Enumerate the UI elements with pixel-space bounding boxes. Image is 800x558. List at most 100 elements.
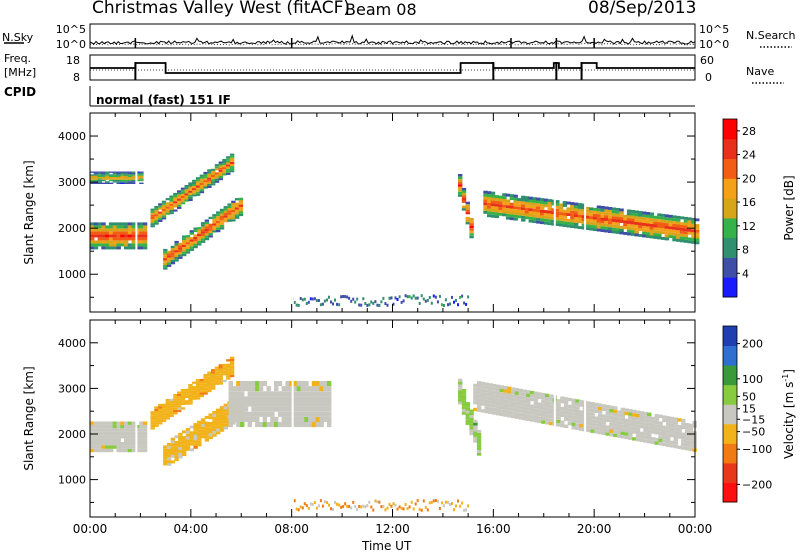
echo-cell (105, 234, 110, 238)
colorbar-frame (722, 118, 738, 298)
echo-cell (571, 415, 576, 420)
echo-cell (684, 440, 690, 444)
echo-cell (211, 179, 216, 182)
echo-cell (223, 215, 228, 218)
echo-cell (494, 215, 499, 219)
ground-scatter-cell (344, 502, 347, 506)
echo-cell (570, 225, 575, 228)
echo-cell (166, 454, 172, 458)
echo-cell (262, 396, 268, 402)
echo-cell (594, 409, 599, 413)
echo-cell (514, 412, 520, 416)
echo-cell (135, 435, 140, 439)
echo-cell (524, 213, 530, 217)
echo-cell (173, 201, 178, 204)
echo-cell (139, 442, 144, 446)
echo-cell (469, 230, 474, 234)
echo-cell (177, 204, 182, 207)
echo-cell (319, 411, 324, 417)
echo-cell (461, 192, 467, 196)
echo-cell (200, 418, 206, 422)
echo-cell (212, 425, 217, 429)
ground-scatter-cell (358, 303, 361, 307)
echo-cell (624, 425, 629, 429)
echo-cell (218, 173, 223, 176)
echo-cell (465, 410, 470, 414)
echo-cell (570, 219, 575, 223)
ground-scatter-cell (404, 503, 407, 506)
echo-cell (483, 202, 488, 206)
echo-cell (116, 172, 121, 175)
echo-cell (197, 238, 202, 241)
echo-cell (649, 232, 654, 236)
echo-cell (195, 397, 201, 400)
echo-cell (112, 445, 118, 449)
ground-scatter-cell (416, 499, 419, 503)
echo-cell (661, 213, 666, 217)
echo-cell (483, 205, 488, 208)
echo-cell (127, 442, 133, 446)
echo-cell (623, 214, 628, 218)
echo-cell (238, 211, 244, 214)
echo-cell (184, 195, 189, 198)
echo-cell (229, 363, 235, 366)
echo-cell (551, 211, 556, 214)
echo-cell (666, 429, 671, 434)
echo-cell (518, 402, 523, 406)
echo-cell (541, 420, 546, 424)
echo-cell (480, 395, 486, 399)
echo-cell (514, 415, 520, 419)
echo-cell (498, 201, 503, 205)
echo-cell (124, 243, 129, 247)
echo-cell (193, 229, 198, 233)
cpid-label: CPID (4, 85, 37, 99)
echo-cell (161, 207, 167, 210)
echo-cell (204, 228, 210, 231)
ground-scatter-cell (326, 501, 328, 505)
echo-cell (127, 179, 133, 182)
echo-cell (154, 415, 159, 418)
echo-cell (662, 418, 667, 423)
ground-scatter-cell (444, 298, 447, 302)
echo-cell (681, 418, 686, 423)
echo-cell (594, 423, 599, 427)
echo-cell (647, 433, 652, 437)
colorbar-segment (723, 257, 737, 278)
echo-cell (208, 433, 213, 437)
echo-cell (672, 226, 677, 230)
echo-cell (609, 405, 614, 409)
echo-cell (590, 415, 595, 420)
echo-cell (255, 422, 260, 428)
echo-cell (174, 441, 179, 444)
echo-cell (223, 213, 228, 216)
echo-cell (207, 181, 212, 184)
echo-cell (668, 235, 673, 238)
echo-cell (93, 442, 99, 446)
echo-cell (174, 245, 179, 248)
echo-cell (154, 222, 159, 225)
echo-cell (308, 411, 313, 417)
echo-cell (541, 399, 546, 404)
echo-cell (197, 227, 202, 230)
echo-cell (204, 415, 210, 419)
ground-scatter-cell (295, 303, 298, 307)
echo-cell (188, 388, 193, 391)
echo-cell (487, 205, 492, 209)
echo-cell (662, 432, 667, 436)
echo-cell (270, 401, 275, 407)
y-axis-label: Slant Range [km] (22, 366, 36, 470)
echo-cell (522, 406, 527, 410)
echo-cell (502, 207, 507, 211)
echo-cell (236, 401, 241, 407)
echo-cell (211, 382, 216, 386)
echo-cell (683, 239, 689, 243)
echo-cell (490, 214, 496, 218)
echo-cell (551, 208, 556, 212)
echo-cell (211, 376, 216, 379)
echo-cell (174, 240, 179, 244)
echo-cell (165, 212, 170, 215)
echo-cell (105, 240, 110, 244)
ground-scatter-cell (432, 499, 435, 503)
noise-left-tick: 10^0 (56, 38, 86, 51)
echo-cell (634, 233, 639, 237)
